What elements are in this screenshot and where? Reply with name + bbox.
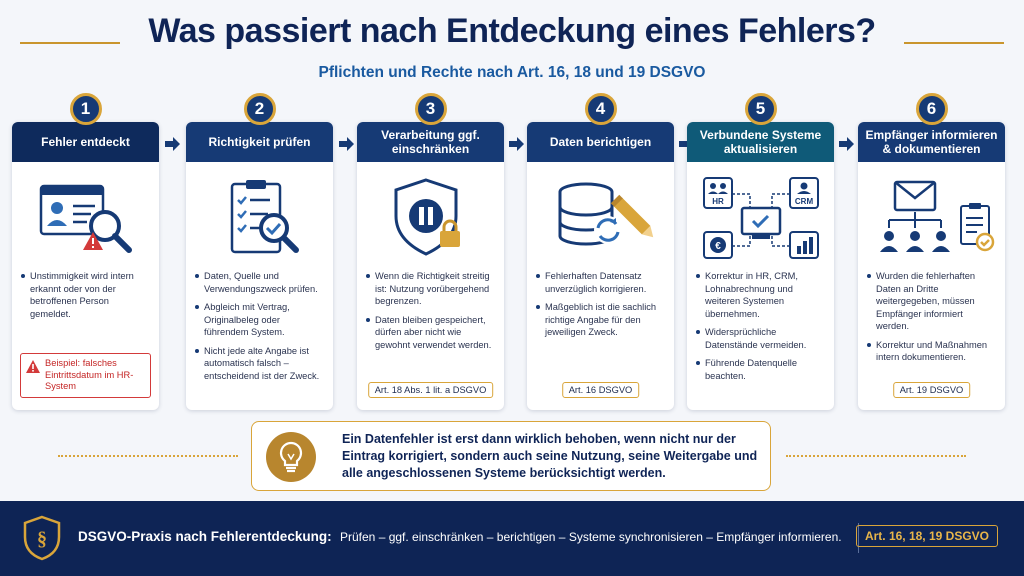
arrow-right-icon [839, 137, 854, 151]
footer-bar: § DSGVO-Praxis nach Fehlerentdeckung: Pr… [0, 501, 1024, 576]
step-title: Empfänger informieren & dokumentieren [858, 122, 1005, 162]
shield-pause-lock-icon [357, 172, 504, 264]
arrow-right-icon [339, 137, 354, 151]
step-title: Verbundene Systeme aktualisieren [687, 122, 834, 162]
database-pencil-icon [527, 172, 674, 264]
step-bullets: Wenn die Richtigkeit streitig ist: Nutzu… [365, 270, 496, 357]
footer-label: DSGVO-Praxis nach Fehlerentdeckung: [78, 529, 332, 544]
step-number: 4 [584, 93, 617, 125]
dotted-divider-right [786, 455, 966, 457]
bullet-item: Wurden die fehlerhaften Daten an Dritte … [866, 270, 997, 333]
step-number: 2 [243, 93, 276, 125]
step-number: 6 [915, 93, 948, 125]
id-card-magnifier-warning-icon [12, 172, 159, 264]
connected-systems-icon: HR CRM € [687, 172, 834, 264]
step-bullets: Korrektur in HR, CRM, Lohnabrechnung und… [695, 270, 826, 388]
bullet-item: Wenn die Richtigkeit streitig ist: Nutzu… [365, 270, 496, 308]
arrow-right-icon [165, 137, 180, 151]
bullet-item: Korrektur und Maßnahmen intern dokumenti… [866, 339, 997, 364]
page-title: Was passiert nach Entdeckung eines Fehle… [148, 12, 876, 50]
warning-icon [26, 360, 40, 374]
dotted-divider-left [58, 455, 238, 457]
bullet-item: Korrektur in HR, CRM, Lohnabrechnung und… [695, 270, 826, 320]
step-number: 5 [744, 93, 777, 125]
footer-separator [858, 523, 859, 553]
step-3-card: 3 Verarbeitung ggf. einschränken Wenn di… [357, 93, 504, 410]
mail-recipients-clipboard-icon [858, 172, 1005, 264]
bullet-item: Widersprüchliche Datenstände vermeiden. [695, 326, 826, 351]
legal-reference-badge: Art. 18 Abs. 1 lit. a DSGVO [367, 382, 494, 398]
bullet-item: Fehlerhaften Datensatz unverzüglich korr… [535, 270, 666, 295]
svg-text:§: § [37, 528, 47, 550]
bullet-item: Daten, Quelle und Verwendungszweck prüfe… [194, 270, 325, 295]
bullet-item: Nicht jede alte Angabe ist automatisch f… [194, 345, 325, 383]
footer-reference-badge: Art. 16, 18, 19 DSGVO [855, 525, 998, 547]
paragraph-shield-icon: § [23, 515, 61, 561]
legal-reference-badge: Art. 19 DSGVO [892, 382, 971, 398]
arrow-right-icon [509, 137, 524, 151]
key-message-text: Ein Datenfehler ist erst dann wirklich b… [342, 432, 758, 480]
step-bullets: Unstimmigkeit wird intern erkannt oder v… [20, 270, 151, 326]
page-subtitle: Pflichten und Rechte nach Art. 16, 18 un… [318, 64, 706, 81]
crm-label: CRM [794, 197, 813, 206]
step-bullets: Fehlerhaften Datensatz unverzüglich korr… [535, 270, 666, 345]
legal-reference-badge: Art. 16 DSGVO [561, 382, 640, 398]
title-decoration-left [20, 42, 120, 44]
step-5-card: 5 Verbundene Systeme aktualisieren HR CR… [687, 93, 834, 410]
step-number: 1 [69, 93, 102, 125]
svg-text:€: € [715, 241, 721, 252]
bullet-item: Daten bleiben gespeichert, dürfen aber n… [365, 314, 496, 352]
example-box: Beispiel: falsches Eintrittsdatum im HR-… [20, 353, 151, 398]
step-bullets: Wurden die fehlerhaften Daten an Dritte … [866, 270, 997, 370]
title-decoration-right [904, 42, 1004, 44]
example-text: Beispiel: falsches Eintrittsdatum im HR-… [45, 358, 134, 392]
step-title: Verarbeitung ggf. einschränken [357, 122, 504, 162]
bullet-item: Unstimmigkeit wird intern erkannt oder v… [20, 270, 151, 320]
bullet-item: Abgleich mit Vertrag, Originalbeleg oder… [194, 301, 325, 339]
footer-summary: Prüfen – ggf. einschränken – berichtigen… [340, 530, 842, 544]
step-number: 3 [414, 93, 447, 125]
bullet-item: Führende Datenquelle beachten. [695, 357, 826, 382]
step-4-card: 4 Daten berichtigen Fehlerhaften Daten [527, 93, 674, 410]
step-title: Daten berichtigen [527, 122, 674, 162]
lightbulb-icon [266, 432, 316, 482]
step-2-card: 2 Richtigkeit prüfen Daten, Quelle und V… [186, 93, 333, 410]
step-title: Richtigkeit prüfen [186, 122, 333, 162]
bullet-item: Maßgeblich ist die sachlich richtige Ang… [535, 301, 666, 339]
step-6-card: 6 Empfänger informieren & dokumentieren … [858, 93, 1005, 410]
step-1-card: 1 Fehler entdeckt Unstimmigkeit wird int… [12, 93, 159, 410]
key-message-box: Ein Datenfehler ist erst dann wirklich b… [251, 421, 771, 491]
hr-label: HR [712, 197, 724, 206]
step-bullets: Daten, Quelle und Verwendungszweck prüfe… [194, 270, 325, 388]
step-title: Fehler entdeckt [12, 122, 159, 162]
clipboard-check-icon [186, 172, 333, 264]
